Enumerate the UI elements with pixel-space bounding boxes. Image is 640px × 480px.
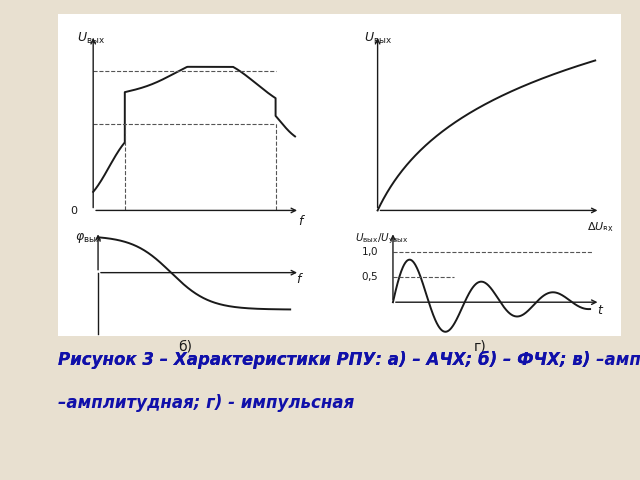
- Text: г): г): [474, 339, 486, 353]
- Text: $1{,}0$: $1{,}0$: [361, 245, 379, 258]
- Text: $f$: $f$: [298, 214, 307, 228]
- Text: б): б): [179, 339, 193, 353]
- Text: $0$: $0$: [70, 204, 78, 216]
- Text: $f$: $f$: [296, 272, 304, 286]
- Text: Рисунок 3 – Характеристики РПУ: а) – АЧХ; б) – ФЧХ; в) –амплитудная; г) - импуль: Рисунок 3 – Характеристики РПУ: а) – АЧХ…: [58, 350, 640, 369]
- Text: $f_{\mathregular{min}}$: $f_{\mathregular{min}}$: [115, 231, 135, 245]
- Text: $U_{\mathregular{вых}}$: $U_{\mathregular{вых}}$: [77, 31, 105, 46]
- Text: в): в): [486, 244, 500, 258]
- Text: $t$: $t$: [596, 304, 604, 317]
- Text: $U_{\mathregular{вых}}/U_{\mathregular{увых}}$: $U_{\mathregular{вых}}/U_{\mathregular{у…: [355, 231, 408, 246]
- Text: $\Delta U_{\mathregular{вх}}$: $\Delta U_{\mathregular{вх}}$: [587, 220, 614, 234]
- Text: Рисунок 3 – Характеристики РПУ: а) – АЧХ; б) – ФЧХ; в): Рисунок 3 – Характеристики РПУ: а) – АЧХ…: [58, 350, 590, 369]
- Text: $\varphi_{\mathregular{вых}}$: $\varphi_{\mathregular{вых}}$: [75, 231, 102, 245]
- Text: –амплитудная; г) - импульсная: –амплитудная; г) - импульсная: [58, 394, 354, 412]
- Text: $0{,}5$: $0{,}5$: [361, 270, 379, 283]
- Text: $U_{\mathregular{вых}}$: $U_{\mathregular{вых}}$: [364, 31, 392, 46]
- Text: а): а): [179, 244, 193, 258]
- Text: $f_{\mathregular{max}}$: $f_{\mathregular{max}}$: [264, 231, 287, 245]
